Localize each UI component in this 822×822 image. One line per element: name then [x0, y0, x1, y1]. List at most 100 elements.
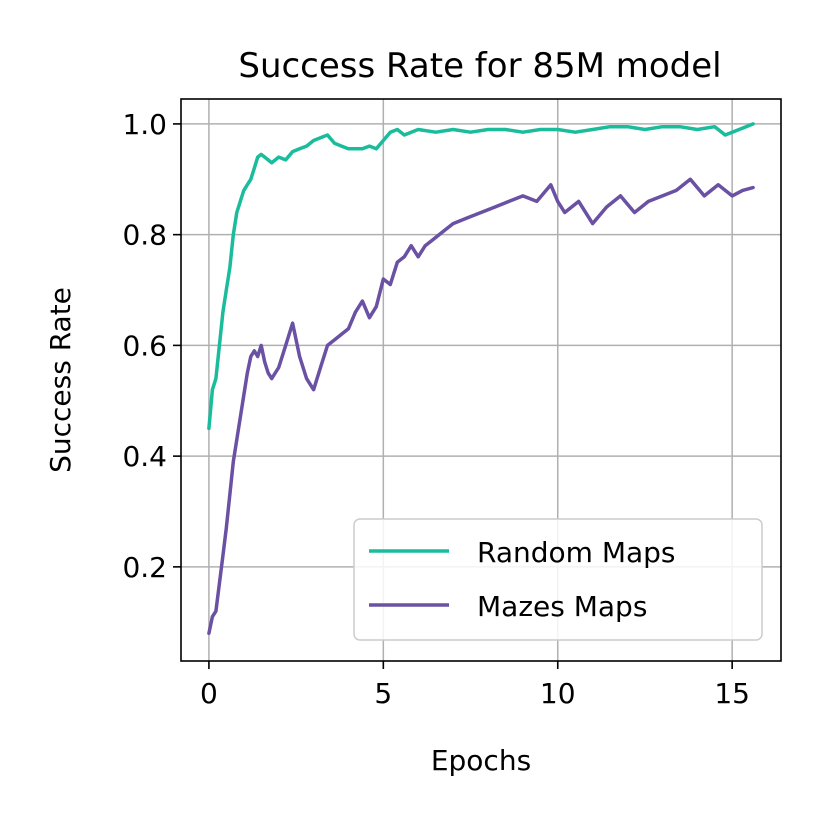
y-tick-label: 0.6: [122, 329, 167, 362]
x-tick-label: 10: [540, 677, 576, 710]
data-point-mazes-maps: [340, 333, 343, 336]
data-point-random-maps: [214, 377, 218, 380]
data-point-mazes-maps: [239, 416, 242, 419]
data-point-mazes-maps: [633, 211, 636, 214]
data-point-random-maps: [469, 131, 472, 134]
data-point-mazes-maps: [549, 183, 552, 186]
data-point-mazes-maps: [277, 366, 280, 369]
data-point-random-maps: [221, 311, 225, 314]
data-point-mazes-maps: [221, 554, 225, 557]
data-point-mazes-maps: [591, 222, 594, 225]
data-point-random-maps: [256, 155, 259, 159]
y-tick-label: 0.4: [122, 440, 167, 473]
data-point-random-maps: [403, 133, 406, 137]
data-point-random-maps: [574, 131, 577, 134]
data-point-mazes-maps: [479, 211, 483, 214]
data-point-random-maps: [326, 133, 329, 137]
data-point-random-maps: [521, 131, 525, 134]
data-point-mazes-maps: [263, 360, 266, 364]
data-point-mazes-maps: [417, 255, 420, 258]
data-point-random-maps: [361, 147, 364, 150]
data-point-mazes-maps: [260, 344, 263, 347]
data-point-random-maps: [451, 128, 455, 131]
data-point-random-maps: [270, 161, 273, 164]
series-line-mazes-maps: [207, 177, 755, 636]
x-tick-label: 0: [200, 677, 218, 710]
grid-lines: [181, 99, 781, 661]
data-point-mazes-maps: [218, 582, 221, 585]
data-point-mazes-maps: [619, 194, 622, 198]
data-point-mazes-maps: [214, 610, 218, 613]
data-point-mazes-maps: [326, 344, 329, 347]
data-point-random-maps: [354, 147, 357, 150]
data-point-random-maps: [724, 133, 727, 137]
data-point-random-maps: [375, 147, 378, 150]
series-layer: [207, 122, 755, 636]
data-point-mazes-maps: [521, 194, 525, 198]
data-point-mazes-maps: [556, 200, 559, 203]
data-point-mazes-maps: [731, 194, 734, 198]
data-point-random-maps: [319, 136, 322, 139]
data-point-random-maps: [731, 131, 734, 134]
y-tick-label: 0.8: [122, 219, 167, 252]
data-point-mazes-maps: [424, 244, 427, 247]
data-point-random-maps: [242, 189, 245, 192]
data-point-mazes-maps: [675, 189, 678, 192]
data-point-random-maps: [410, 131, 413, 134]
data-point-mazes-maps: [717, 183, 720, 186]
data-point-random-maps: [232, 233, 235, 236]
data-point-random-maps: [539, 128, 542, 131]
data-point-mazes-maps: [347, 327, 350, 330]
data-point-random-maps: [239, 200, 242, 203]
data-point-mazes-maps: [333, 338, 336, 342]
data-point-mazes-maps: [225, 526, 228, 530]
data-point-random-maps: [678, 125, 681, 128]
x-tick-label: 5: [374, 677, 392, 710]
data-point-mazes-maps: [382, 277, 385, 281]
data-point-mazes-maps: [507, 200, 511, 203]
data-point-random-maps: [608, 125, 612, 128]
data-point-mazes-maps: [647, 200, 650, 203]
data-point-mazes-maps: [284, 344, 287, 347]
data-point-mazes-maps: [235, 438, 238, 441]
legend-label-random-maps: Random Maps: [477, 536, 676, 569]
data-point-random-maps: [417, 128, 420, 131]
data-point-random-maps: [211, 388, 214, 391]
data-point-random-maps: [253, 167, 256, 170]
data-point-random-maps: [277, 155, 280, 159]
data-point-mazes-maps: [253, 349, 256, 353]
data-point-random-maps: [340, 144, 343, 148]
data-point-random-maps: [556, 128, 559, 131]
data-point-mazes-maps: [291, 322, 294, 325]
data-point-mazes-maps: [703, 194, 706, 198]
data-point-mazes-maps: [396, 261, 399, 264]
data-point-mazes-maps: [368, 316, 371, 319]
legend-box: [353, 518, 763, 641]
data-point-mazes-maps: [249, 355, 252, 358]
data-point-random-maps: [228, 266, 231, 270]
data-point-mazes-maps: [493, 205, 497, 209]
data-point-mazes-maps: [256, 355, 259, 358]
data-point-random-maps: [291, 150, 294, 153]
data-point-random-maps: [591, 128, 594, 131]
data-point-mazes-maps: [312, 388, 315, 391]
data-point-random-maps: [284, 158, 287, 162]
data-point-random-maps: [246, 183, 249, 186]
data-point-mazes-maps: [431, 239, 434, 242]
axis-ticks: 0 5 10 15 0.2 0.4 0.6 0.8 1.0: [122, 108, 750, 710]
data-point-mazes-maps: [577, 200, 580, 203]
data-point-mazes-maps: [563, 211, 566, 214]
data-point-random-maps: [263, 155, 266, 159]
x-tick-label: 15: [714, 677, 750, 710]
data-point-mazes-maps: [242, 394, 245, 397]
y-axis-label: Success Rate: [44, 287, 77, 473]
data-point-mazes-maps: [267, 371, 270, 375]
data-point-mazes-maps: [389, 283, 392, 286]
data-point-random-maps: [389, 131, 392, 134]
data-point-mazes-maps: [270, 377, 273, 380]
data-point-random-maps: [396, 128, 399, 131]
data-point-mazes-maps: [741, 189, 744, 192]
data-point-mazes-maps: [535, 200, 538, 203]
